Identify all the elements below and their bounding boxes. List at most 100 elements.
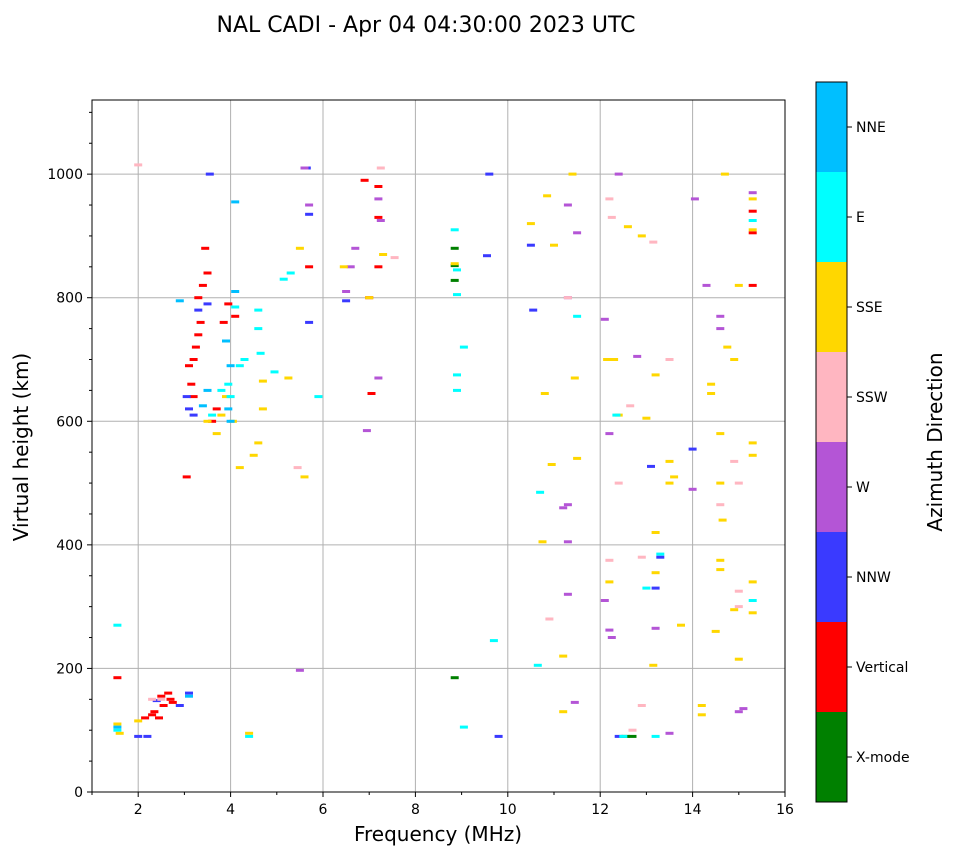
data-point-sse [573, 456, 582, 460]
data-point-e [256, 351, 265, 355]
data-point-x-mode [450, 246, 459, 250]
data-point-ssw [390, 256, 399, 260]
data-point-vertical [219, 320, 228, 324]
data-point-ssw [605, 197, 614, 201]
data-point-e [286, 271, 295, 275]
colorbar-segment [816, 172, 847, 262]
data-point-e [224, 382, 233, 386]
x-tick-label: 12 [591, 802, 609, 818]
data-point-e [459, 725, 468, 729]
data-point-sse [550, 243, 558, 247]
data-point-sse [720, 172, 729, 176]
colorbar-tick-label: NNE [856, 120, 886, 136]
data-point-sse [665, 459, 674, 463]
data-point-vertical [157, 694, 166, 698]
data-point-nnw [194, 308, 203, 312]
colorbar-tick-label: NNW [856, 570, 891, 586]
data-point-sse [748, 228, 757, 232]
data-point-sse [295, 246, 304, 250]
data-point-nnw [175, 704, 184, 707]
y-tick-label: 600 [56, 414, 83, 430]
data-point-sse [559, 710, 568, 714]
data-point-nne [224, 407, 233, 411]
data-point-vertical [305, 265, 314, 269]
data-point-w [600, 317, 609, 321]
data-point-w [702, 283, 711, 287]
x-tick-label: 4 [226, 802, 235, 818]
data-point-vertical [208, 419, 217, 423]
data-point-e [450, 228, 459, 232]
data-point-nnw [203, 302, 212, 306]
data-point-ssw [637, 704, 646, 707]
data-point-e [245, 734, 254, 738]
data-point-sse [258, 407, 267, 411]
data-point-sse [603, 358, 612, 361]
data-point-sse [716, 432, 725, 436]
data-point-w [748, 191, 757, 195]
data-point-w [563, 592, 572, 596]
data-point-nne [226, 364, 235, 368]
data-point-nnw [651, 586, 660, 590]
data-point-e [231, 305, 240, 309]
data-point-e [254, 327, 263, 331]
data-point-e [612, 413, 621, 417]
data-point-vertical [159, 704, 168, 707]
colorbar: X-mode Vertical NNW W SSW SSE E NNE [815, 81, 910, 803]
data-point-vertical [194, 333, 203, 337]
data-point-ssw [734, 589, 743, 593]
data-point-e [208, 413, 217, 417]
data-point-sse [734, 657, 743, 661]
data-point-nnw [189, 413, 198, 417]
data-point-e [489, 639, 498, 643]
data-point-vertical [374, 265, 383, 269]
data-point-e [217, 388, 226, 392]
y-tick-label: 800 [56, 291, 83, 307]
data-point-nnw [134, 734, 143, 738]
data-point-sse [235, 466, 244, 470]
x-axis: 2 4 6 8 10 12 14 16 [91, 792, 794, 818]
data-point-sse [748, 197, 757, 201]
data-point-w [690, 197, 699, 201]
colorbar-segment [816, 82, 847, 172]
data-point-e [453, 293, 461, 297]
data-point-w [605, 432, 614, 436]
data-point-w [573, 231, 582, 235]
data-point-ssw [665, 358, 674, 361]
data-point-sse [559, 654, 568, 658]
data-point-vertical [198, 283, 207, 287]
data-point-sse [115, 731, 124, 735]
data-point-ssw [734, 605, 743, 609]
data-point-sse [212, 432, 221, 436]
data-point-sse [300, 475, 309, 479]
data-point-sse [711, 629, 720, 633]
data-point-w [607, 636, 616, 639]
y-tick-label: 400 [56, 538, 83, 554]
data-point-w [665, 731, 674, 735]
data-point-nne [226, 419, 235, 423]
data-point-nnw [529, 308, 538, 312]
data-point-e [453, 268, 461, 272]
colorbar-frame [815, 81, 848, 803]
data-point-sse [134, 719, 143, 723]
data-point-sse [540, 392, 549, 395]
x-tick-label: 2 [134, 802, 143, 818]
data-point-vertical [224, 302, 233, 306]
data-point-w [734, 710, 743, 714]
data-point-w [570, 700, 579, 704]
data-point-e [453, 373, 461, 377]
data-point-w [300, 166, 309, 170]
colorbar-segment [816, 712, 847, 802]
data-point-x-mode [450, 676, 459, 680]
data-point-e [651, 734, 660, 738]
colorbar-segment [816, 352, 847, 442]
data-point-nnw [152, 699, 161, 703]
data-point-sse [707, 392, 716, 395]
data-point-nnw [182, 395, 191, 399]
data-point-w [563, 203, 572, 207]
data-point-e [748, 599, 757, 602]
data-point-ssw [293, 466, 302, 470]
data-point-sse [249, 453, 258, 457]
data-point-sse [665, 481, 674, 485]
data-point-e [270, 370, 279, 374]
data-point-sse [677, 623, 685, 627]
